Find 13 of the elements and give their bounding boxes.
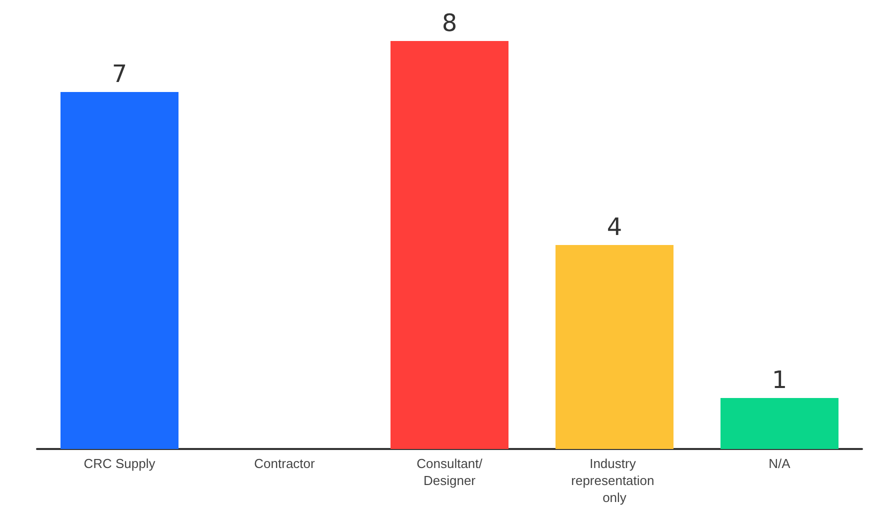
bar xyxy=(390,41,508,449)
data-label: 8 xyxy=(442,9,458,37)
bar xyxy=(60,92,178,449)
x-tick-label: Contractor xyxy=(254,456,316,471)
bar xyxy=(556,245,674,449)
bar xyxy=(720,398,838,449)
x-tick-label: Consultant/Designer xyxy=(416,456,483,488)
data-label: 4 xyxy=(606,213,622,241)
x-tick-label: N/A xyxy=(768,456,791,471)
data-label: 7 xyxy=(112,60,128,88)
data-label: 1 xyxy=(772,366,788,394)
x-tick-label: CRC Supply xyxy=(84,456,156,471)
x-tick-label: Industry representation only xyxy=(571,456,658,505)
